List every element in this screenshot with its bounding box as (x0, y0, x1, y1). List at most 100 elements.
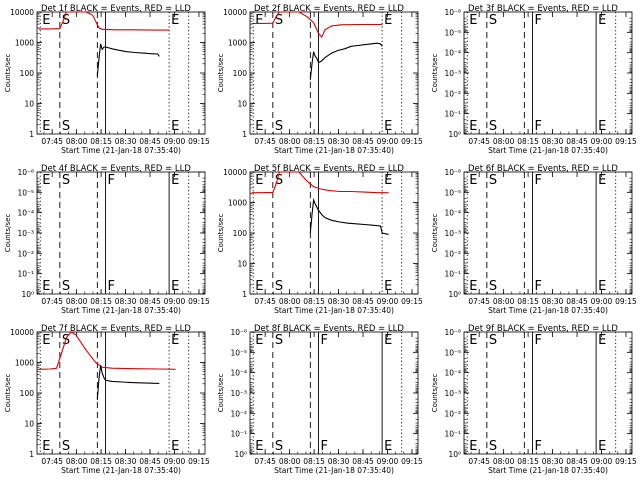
x-tick-label: 08:00 (279, 137, 301, 146)
x-tick-label: 08:15 (517, 457, 539, 466)
y-tick-label: 1000 (15, 359, 34, 368)
event-marker-label: E (384, 439, 392, 454)
x-tick-label: 07:45 (468, 137, 490, 146)
x-tick-label: 09:00 (591, 457, 613, 466)
x-tick-label: 08:15 (90, 457, 112, 466)
event-marker-label: S (489, 13, 497, 28)
event-marker-label: S (275, 173, 283, 188)
y-axis-label: Counts/sec (431, 374, 439, 413)
event-marker-label: E (42, 173, 50, 188)
x-tick-label: 09:15 (188, 457, 210, 466)
chart-panel-2: Det 2f BLACK = Events, RED = LLD 1 10 100 10… (217, 4, 423, 155)
x-tick-label: 08:00 (66, 297, 88, 306)
y-tick-label: 10⁻⁴ (230, 369, 247, 378)
x-tick-label: 08:15 (303, 137, 325, 146)
lld-series-line (251, 12, 383, 39)
y-tick-label: 10⁻² (17, 249, 34, 258)
event-marker-label: E (469, 439, 477, 454)
y-axis-label: Counts/sec (217, 374, 225, 413)
x-axis-label: Start Time (21-Jan-18 07:35:40) (61, 146, 181, 155)
event-marker-label: S (62, 279, 70, 294)
x-axis-label: Start Time (21-Jan-18 07:35:40) (274, 146, 394, 155)
y-tick-label: 10⁻¹ (17, 270, 34, 279)
panel-title: Det 2f BLACK = Events, RED = LLD (254, 4, 404, 14)
x-tick-label: 08:30 (115, 137, 137, 146)
x-tick-label: 09:15 (615, 457, 637, 466)
event-marker-label: E (255, 439, 263, 454)
event-marker-label: E (171, 439, 179, 454)
x-tick-label: 08:15 (517, 137, 539, 146)
y-tick-label: 1 (29, 450, 34, 459)
event-marker-label: S (275, 13, 283, 28)
y-tick-label: 10⁻⁴ (444, 369, 461, 378)
event-marker-label: E (384, 119, 392, 134)
x-tick-label: 07:45 (41, 137, 63, 146)
x-tick-label: 09:15 (188, 137, 210, 146)
event-marker-label: E (384, 333, 392, 348)
x-axis-label: Start Time (21-Jan-18 07:35:40) (488, 146, 608, 155)
y-tick-label: 1 (242, 290, 247, 299)
plot-frame (249, 11, 419, 135)
event-marker-label: F (535, 439, 542, 454)
y-tick-label: 10000 (10, 8, 34, 17)
x-tick-label: 09:00 (377, 297, 399, 306)
x-tick-label: 09:00 (164, 457, 186, 466)
y-tick-label: 1000 (15, 39, 34, 48)
y-tick-label: 1000 (228, 199, 247, 208)
y-tick-label: 10⁻⁶ (444, 8, 461, 17)
x-tick-label: 07:45 (41, 297, 63, 306)
event-marker-label: E (42, 13, 50, 28)
y-tick-label: 10⁻⁵ (230, 348, 247, 357)
chart-panel-8: Det 8f BLACK = Events, RED = LLD 10⁰ 10⁻¹ 1… (217, 324, 423, 475)
y-tick-label: 10⁰ (448, 450, 461, 459)
chart-panel-6: Det 6f BLACK = Events, RED = LLD 10⁰ 10⁻¹ 1… (431, 164, 637, 315)
x-tick-label: 09:00 (164, 297, 186, 306)
event-marker-label: S (489, 173, 497, 188)
x-tick-label: 08:00 (279, 297, 301, 306)
event-marker-label: F (535, 333, 542, 348)
event-marker-label: F (535, 13, 542, 28)
y-tick-label: 10 (237, 260, 247, 269)
y-tick-label: 10000 (10, 328, 34, 337)
event-marker-label: E (598, 333, 606, 348)
x-tick-label: 08:45 (139, 297, 161, 306)
event-marker-label: E (469, 173, 477, 188)
event-marker-label: E (598, 119, 606, 134)
event-marker-label: S (62, 173, 70, 188)
x-tick-label: 08:30 (328, 297, 350, 306)
x-tick-label: 08:00 (493, 457, 515, 466)
events-series-line (309, 42, 383, 80)
x-tick-label: 09:00 (377, 137, 399, 146)
x-tick-label: 07:45 (254, 137, 276, 146)
y-tick-label: 100 (20, 69, 35, 78)
x-tick-label: 09:15 (615, 137, 637, 146)
x-tick-label: 08:00 (493, 297, 515, 306)
y-tick-label: 10⁻¹ (444, 110, 461, 119)
event-marker-label: E (255, 13, 263, 28)
event-marker-label: S (62, 439, 70, 454)
lld-series-line (38, 332, 176, 370)
chart-panel-4: Det 4f BLACK = Events, RED = LLD 10⁰ 10⁻¹ 1… (4, 164, 210, 315)
x-tick-label: 08:15 (90, 297, 112, 306)
event-marker-label: E (469, 333, 477, 348)
y-tick-label: 10⁻⁶ (17, 168, 34, 177)
event-marker-label: S (489, 439, 497, 454)
event-marker-label: E (171, 173, 179, 188)
y-axis-label: Counts/sec (431, 54, 439, 93)
y-tick-label: 100 (233, 229, 248, 238)
plot-frame (463, 171, 633, 295)
x-tick-label: 08:45 (352, 457, 374, 466)
x-tick-label: 08:15 (303, 457, 325, 466)
event-marker-label: F (108, 279, 115, 294)
event-marker-label: E (171, 333, 179, 348)
event-marker-label: E (598, 173, 606, 188)
event-marker-label: E (42, 333, 50, 348)
y-tick-label: 10⁻³ (444, 229, 461, 238)
y-tick-label: 10⁻⁶ (230, 328, 247, 337)
y-tick-label: 10⁻² (444, 89, 461, 98)
x-tick-label: 08:30 (328, 137, 350, 146)
event-marker-label: F (535, 119, 542, 134)
event-marker-label: E (255, 119, 263, 134)
x-tick-label: 08:45 (566, 137, 588, 146)
plot-frame (36, 171, 206, 295)
